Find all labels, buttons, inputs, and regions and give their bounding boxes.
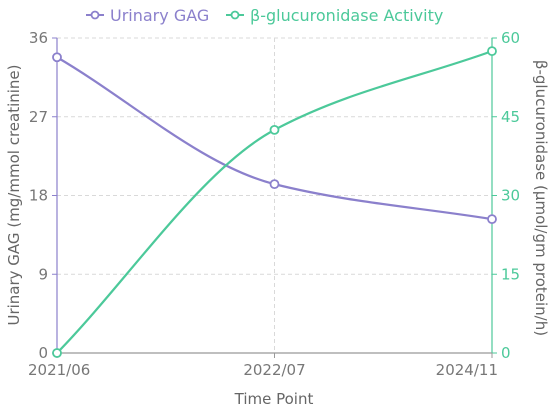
y-right-tick-label: 30 xyxy=(501,187,520,205)
y-right-tick-label: 0 xyxy=(501,344,511,362)
grid xyxy=(57,37,492,353)
axes: 0 9 18 27 36 0 15 30 45 60 2021/06 2022/07 2024/11 xyxy=(28,29,520,379)
data-point-0 xyxy=(487,214,497,225)
x-tick-label: 2021/06 xyxy=(28,361,90,379)
y-left-tick-label: 36 xyxy=(29,29,48,47)
data-point-1 xyxy=(487,46,497,57)
legend-swatch-marker xyxy=(230,10,240,20)
x-tick-label: 2024/11 xyxy=(436,361,498,379)
legend-swatch-marker xyxy=(90,10,100,20)
series xyxy=(52,46,497,358)
data-point-0 xyxy=(52,52,62,63)
data-point-0 xyxy=(269,179,280,190)
x-axis-title: Time Point xyxy=(234,390,314,408)
y-right-tick-label: 15 xyxy=(501,265,520,283)
y-left-tick-label: 18 xyxy=(29,187,48,205)
legend-label: β-glucuronidase Activity xyxy=(250,6,443,25)
y-right-tick-label: 45 xyxy=(501,108,520,126)
legend-label: Urinary GAG xyxy=(110,6,209,25)
y-left-tick-label: 9 xyxy=(38,265,48,283)
y-left-tick-label: 0 xyxy=(38,344,48,362)
x-tick-label: 2022/07 xyxy=(243,361,305,379)
data-point-1 xyxy=(269,124,280,135)
data-point-1 xyxy=(52,348,62,358)
legend: Urinary GAG β-glucuronidase Activity xyxy=(86,6,443,25)
y-axis-left-title: Urinary GAG (mg/mmol creatinine) xyxy=(5,64,23,325)
y-right-tick-label: 60 xyxy=(501,29,520,47)
y-axis-right-title: β-glucuronidase (μmol/gm protein/h) xyxy=(532,60,550,336)
y-left-tick-label: 27 xyxy=(29,108,48,126)
